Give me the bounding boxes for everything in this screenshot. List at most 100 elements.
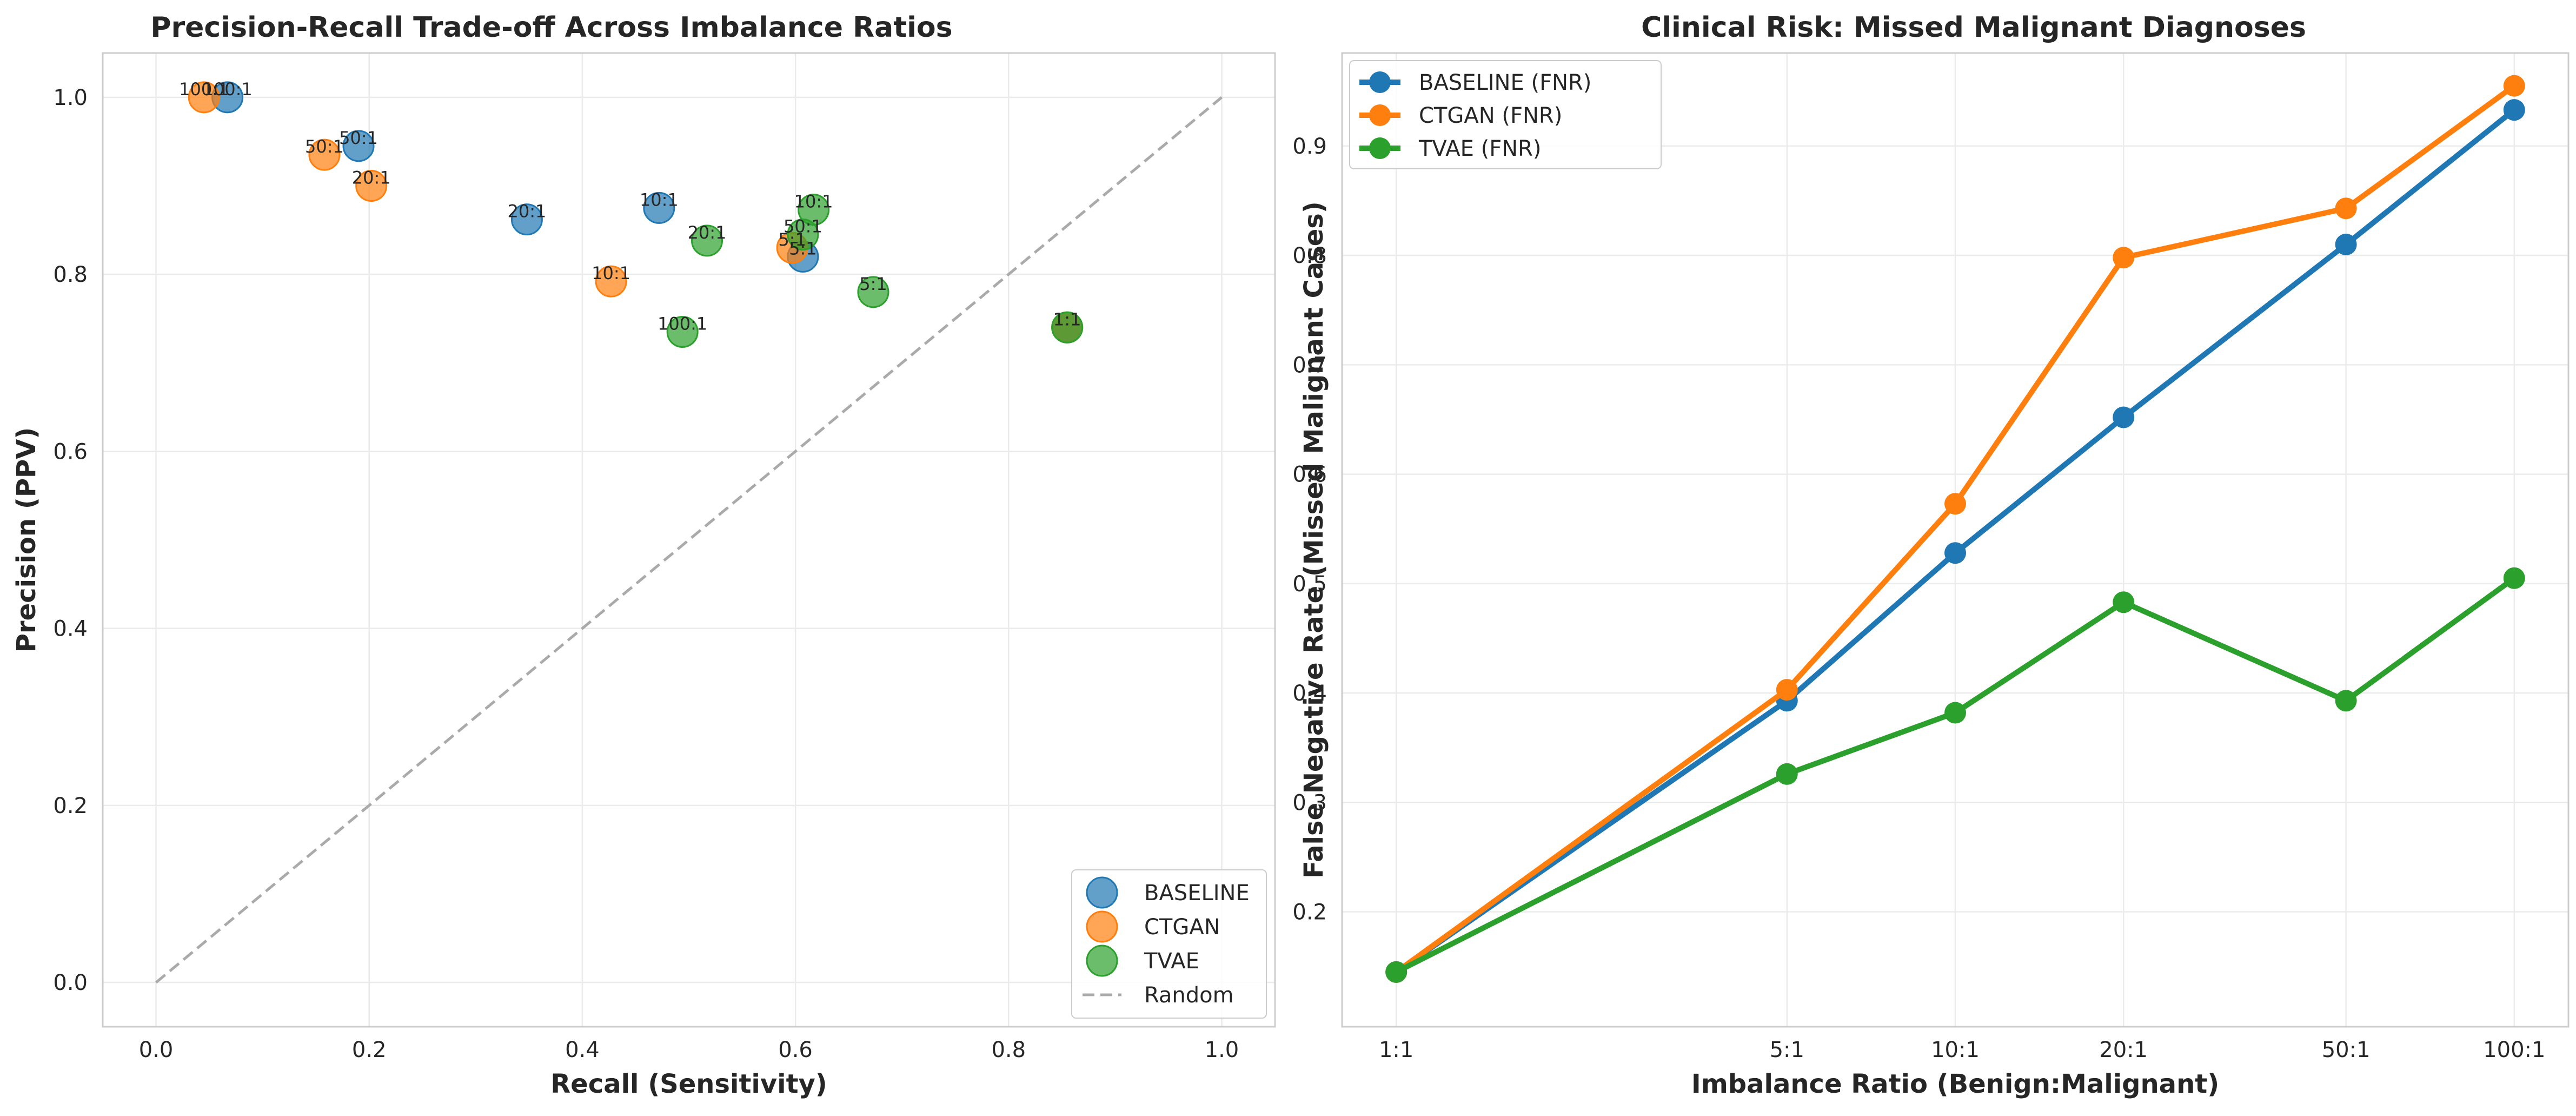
left-x-tick-label: 0.4 bbox=[565, 1038, 600, 1062]
baseline-fnr-line bbox=[1395, 108, 2516, 974]
tvae-point-label: 5:1 bbox=[859, 274, 887, 294]
left-x-tick-label: 0.0 bbox=[139, 1038, 174, 1062]
left-x-axis-label: Recall (Sensitivity) bbox=[550, 1069, 827, 1099]
right-y-tick-label: 0.2 bbox=[1292, 900, 1327, 925]
right-chart-title: Clinical Risk: Missed Malignant Diagnose… bbox=[1641, 11, 2306, 44]
ctgan-legend-label: CTGAN bbox=[1144, 915, 1220, 940]
ctgan-legend-marker bbox=[1369, 104, 1391, 126]
precision-recall-panel: Precision-Recall Trade-off Across Imbala… bbox=[11, 11, 1276, 1099]
right-y-tick-label: 0.6 bbox=[1292, 463, 1327, 487]
baseline-fnr-point bbox=[2113, 406, 2135, 428]
ctgan-point bbox=[188, 81, 220, 114]
right-y-tick-label: 0.7 bbox=[1292, 353, 1327, 378]
ctgan-point bbox=[308, 138, 341, 171]
baseline-point bbox=[342, 130, 375, 162]
left-legend-box bbox=[1071, 869, 1267, 1019]
right-y-tick-label: 0.8 bbox=[1292, 243, 1327, 268]
tvae-fnr-point bbox=[2113, 591, 2135, 613]
ctgan-point-label: 5:1 bbox=[778, 229, 806, 250]
ctgan-fnr-point bbox=[2335, 197, 2357, 220]
right-x-tick-label: 50:1 bbox=[2322, 1038, 2371, 1062]
tvae-point bbox=[857, 276, 889, 308]
baseline-legend-label: BASELINE bbox=[1144, 881, 1250, 906]
left-x-tick-label: 1.0 bbox=[1205, 1038, 1239, 1062]
right-legend: BASELINE (FNR) CTGAN (FNR) TVAE (FNR) bbox=[1349, 60, 1662, 169]
baseline-point-label: 100:1 bbox=[202, 79, 252, 100]
baseline-legend-marker bbox=[1369, 71, 1391, 93]
left-x-tick-label: 0.2 bbox=[352, 1038, 387, 1062]
left-y-tick-label: 0.2 bbox=[53, 794, 88, 818]
right-x-tick-label: 10:1 bbox=[1931, 1038, 1980, 1062]
ctgan-fnr-point bbox=[2503, 75, 2525, 97]
left-chart-title: Precision-Recall Trade-off Across Imbala… bbox=[150, 11, 952, 44]
ctgan-point-label: 50:1 bbox=[305, 136, 344, 157]
tvae-fnr-point bbox=[1944, 702, 1966, 724]
ctgan-fnr-line bbox=[1395, 83, 2516, 974]
left-y-tick-label: 0.8 bbox=[53, 262, 88, 287]
right-x-tick-label: 5:1 bbox=[1770, 1038, 1804, 1062]
right-x-tick-label: 100:1 bbox=[2483, 1038, 2545, 1062]
baseline-point-label: 20:1 bbox=[507, 201, 546, 222]
tvae-point bbox=[691, 224, 723, 257]
ctgan-point-label: 20:1 bbox=[352, 167, 391, 188]
baseline-fnr-point bbox=[2335, 233, 2357, 255]
baseline-point-label: 10:1 bbox=[640, 189, 679, 210]
baseline-point-label: 1:1 bbox=[1053, 309, 1081, 329]
baseline-legend-label: BASELINE (FNR) bbox=[1419, 70, 1591, 95]
ctgan-legend-label: CTGAN (FNR) bbox=[1419, 103, 1562, 128]
tvae-point-label: 50:1 bbox=[784, 216, 822, 236]
right-legend-box bbox=[1349, 60, 1662, 169]
ctgan-point-label: 1:1 bbox=[1053, 309, 1081, 329]
random-legend-label: Random bbox=[1144, 983, 1234, 1008]
left-y-tick-label: 0.0 bbox=[53, 970, 88, 995]
right-y-tick-label: 0.4 bbox=[1292, 681, 1327, 706]
left-y-tick-label: 1.0 bbox=[53, 85, 88, 110]
baseline-point-label: 5:1 bbox=[789, 238, 817, 259]
tvae-fnr-line bbox=[1395, 576, 2516, 975]
tvae-point-label: 20:1 bbox=[688, 222, 727, 243]
ctgan-fnr-point bbox=[2113, 247, 2135, 269]
baseline-fnr-point bbox=[2503, 99, 2525, 121]
tvae-point bbox=[1051, 311, 1084, 344]
ctgan-fnr-point bbox=[1944, 493, 1966, 515]
right-x-tick-label: 20:1 bbox=[2099, 1038, 2148, 1062]
tvae-point bbox=[666, 315, 699, 348]
ctgan-legend-marker bbox=[1086, 910, 1118, 943]
left-y-tick-label: 0.6 bbox=[53, 439, 88, 464]
tvae-legend-label: TVAE (FNR) bbox=[1418, 136, 1542, 161]
left-legend: BASELINE CTGAN TVAE Random bbox=[1071, 869, 1267, 1019]
ctgan-point bbox=[595, 265, 627, 298]
tvae-point-label: 10:1 bbox=[794, 191, 833, 212]
tvae-point-label: 100:1 bbox=[658, 313, 707, 334]
right-y-tick-label: 0.9 bbox=[1292, 134, 1327, 159]
left-x-tick-label: 0.6 bbox=[778, 1038, 813, 1062]
tvae-fnr-point bbox=[1776, 763, 1798, 785]
ctgan-point-label: 100:1 bbox=[179, 79, 229, 100]
clinical-risk-panel: Clinical Risk: Missed Malignant Diagnose… bbox=[1292, 11, 2570, 1099]
left-y-axis-label: Precision (PPV) bbox=[11, 427, 42, 653]
tvae-fnr-point bbox=[1385, 961, 1407, 983]
left-y-tick-label: 0.4 bbox=[53, 617, 88, 642]
right-y-tick-label: 0.3 bbox=[1292, 790, 1327, 815]
tvae-fnr-point bbox=[2335, 690, 2357, 712]
ctgan-fnr-point bbox=[1776, 679, 1798, 701]
baseline-point-label: 50:1 bbox=[339, 128, 378, 148]
ctgan-point bbox=[355, 169, 388, 202]
baseline-point bbox=[643, 191, 675, 224]
right-y-tick-label: 0.5 bbox=[1292, 572, 1327, 597]
left-plot-frame bbox=[102, 52, 1276, 1028]
tvae-point-label: 1:1 bbox=[1053, 309, 1081, 329]
tvae-fnr-point bbox=[2503, 567, 2525, 589]
left-x-tick-label: 0.8 bbox=[991, 1038, 1026, 1062]
baseline-legend-marker bbox=[1086, 876, 1118, 909]
right-x-tick-label: 1:1 bbox=[1379, 1038, 1413, 1062]
baseline-point bbox=[510, 203, 543, 236]
ctgan-point-label: 10:1 bbox=[592, 263, 630, 283]
tvae-legend-marker bbox=[1086, 945, 1118, 977]
right-y-axis-label: False Negative Rate (Missed Malignant Ca… bbox=[1299, 201, 1329, 879]
tvae-legend-label: TVAE bbox=[1144, 949, 1199, 974]
tvae-point bbox=[787, 218, 819, 250]
right-plot-frame bbox=[1341, 52, 2570, 1028]
baseline-fnr-point bbox=[1944, 542, 1966, 564]
